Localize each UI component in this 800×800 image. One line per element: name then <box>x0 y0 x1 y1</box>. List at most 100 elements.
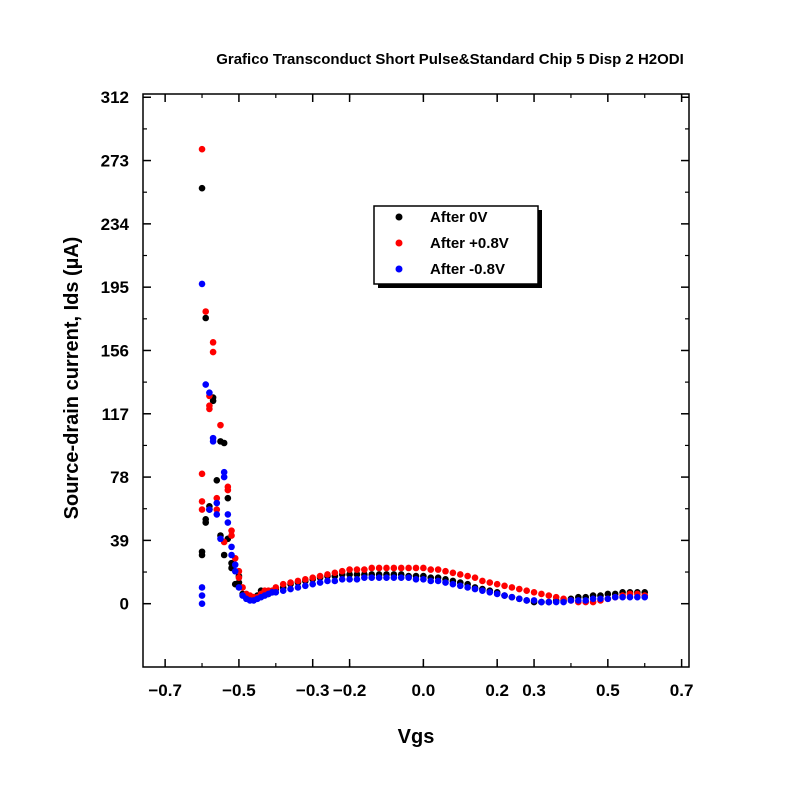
data-point <box>224 483 232 491</box>
data-point <box>231 567 239 575</box>
plot-frame <box>142 93 690 668</box>
data-point <box>538 598 545 606</box>
data-point <box>294 577 302 585</box>
data-point <box>442 579 449 586</box>
data-point <box>198 506 206 513</box>
data-point <box>361 566 368 573</box>
data-point <box>206 506 213 513</box>
data-point <box>338 567 346 575</box>
series-2 <box>198 280 649 607</box>
x-tick-label: 0.7 <box>670 681 694 700</box>
legend-marker <box>395 213 403 221</box>
data-point <box>420 576 427 583</box>
data-point <box>449 580 457 588</box>
data-point <box>538 590 545 598</box>
data-point <box>228 532 235 539</box>
data-point <box>390 564 398 572</box>
y-tick-label: 117 <box>102 405 129 424</box>
data-point <box>228 527 235 534</box>
x-tick-label: 0.3 <box>522 681 546 700</box>
data-point <box>202 308 210 315</box>
data-point <box>589 595 597 603</box>
data-point <box>383 574 390 582</box>
data-point <box>515 585 523 593</box>
y-tick-label: 156 <box>101 341 129 360</box>
data-point <box>464 572 471 580</box>
data-point <box>412 564 420 572</box>
data-point <box>202 515 210 523</box>
y-tick-label: 0 <box>120 595 129 614</box>
data-point <box>209 434 217 442</box>
data-point <box>309 574 317 582</box>
data-point <box>397 564 405 572</box>
data-point <box>464 584 471 591</box>
chart-title: Grafico Transconduct Short Pulse&Standar… <box>216 51 684 68</box>
data-point <box>479 577 486 585</box>
data-point <box>405 564 412 572</box>
data-point <box>353 571 361 578</box>
axes: 0 39 78 117 156 195 234 273 312 −0.7 −0.5 −0.3 −0.2 0… <box>101 88 694 700</box>
data-point <box>434 577 442 585</box>
data-point <box>552 598 560 606</box>
data-point <box>235 574 243 582</box>
x-tick-label: 0.2 <box>485 681 509 700</box>
y-tick-label: 273 <box>101 152 129 171</box>
legend: After 0V After +0.8V After -0.8V <box>373 205 542 288</box>
legend-marker <box>395 239 403 247</box>
data-point <box>302 582 309 590</box>
data-point <box>279 580 287 588</box>
data-point <box>224 511 232 518</box>
data-point <box>456 571 464 578</box>
data-point <box>405 574 412 582</box>
data-point <box>231 561 239 569</box>
x-tick-label: −0.5 <box>222 681 256 700</box>
data-point <box>420 564 427 572</box>
data-point <box>220 468 228 476</box>
data-point <box>427 566 435 573</box>
data-point <box>287 579 294 586</box>
x-tick-label: 0.0 <box>412 681 436 700</box>
data-point <box>412 576 420 583</box>
data-point <box>272 589 280 596</box>
data-point <box>279 587 287 595</box>
data-point <box>353 566 361 573</box>
data-point <box>479 587 486 595</box>
data-point <box>530 597 538 604</box>
legend-label: After 0V <box>430 209 488 226</box>
data-point <box>434 566 442 573</box>
data-point <box>198 498 206 505</box>
data-point <box>217 535 224 543</box>
data-point <box>582 597 590 604</box>
data-point <box>224 519 232 526</box>
data-point <box>198 600 206 607</box>
legend-label: After -0.8V <box>430 261 505 278</box>
data-point <box>508 584 516 591</box>
data-point <box>235 579 243 586</box>
data-point <box>597 595 604 603</box>
data-point <box>486 579 494 586</box>
y-tick-label: 312 <box>101 88 129 107</box>
y-axis-title: Source-drain current, Ids (µA) <box>61 237 83 520</box>
data-point <box>471 585 479 593</box>
data-point <box>346 571 353 578</box>
x-tick-label: −0.3 <box>296 681 330 700</box>
data-point <box>220 473 228 481</box>
data-point <box>235 584 243 591</box>
data-point <box>567 597 575 604</box>
data-point <box>316 579 324 586</box>
data-point <box>626 593 634 601</box>
data-point <box>493 580 501 588</box>
data-point <box>486 589 494 596</box>
data-point <box>375 574 383 582</box>
data-point <box>228 543 235 551</box>
data-point <box>198 584 206 591</box>
data-point <box>287 585 294 593</box>
data-point <box>294 584 302 591</box>
data-point <box>368 564 376 572</box>
data-point <box>530 589 538 596</box>
data-point <box>449 569 457 577</box>
data-point <box>611 593 619 601</box>
data-point <box>346 576 353 583</box>
legend-label: After +0.8V <box>430 235 509 252</box>
data-point <box>493 590 501 598</box>
